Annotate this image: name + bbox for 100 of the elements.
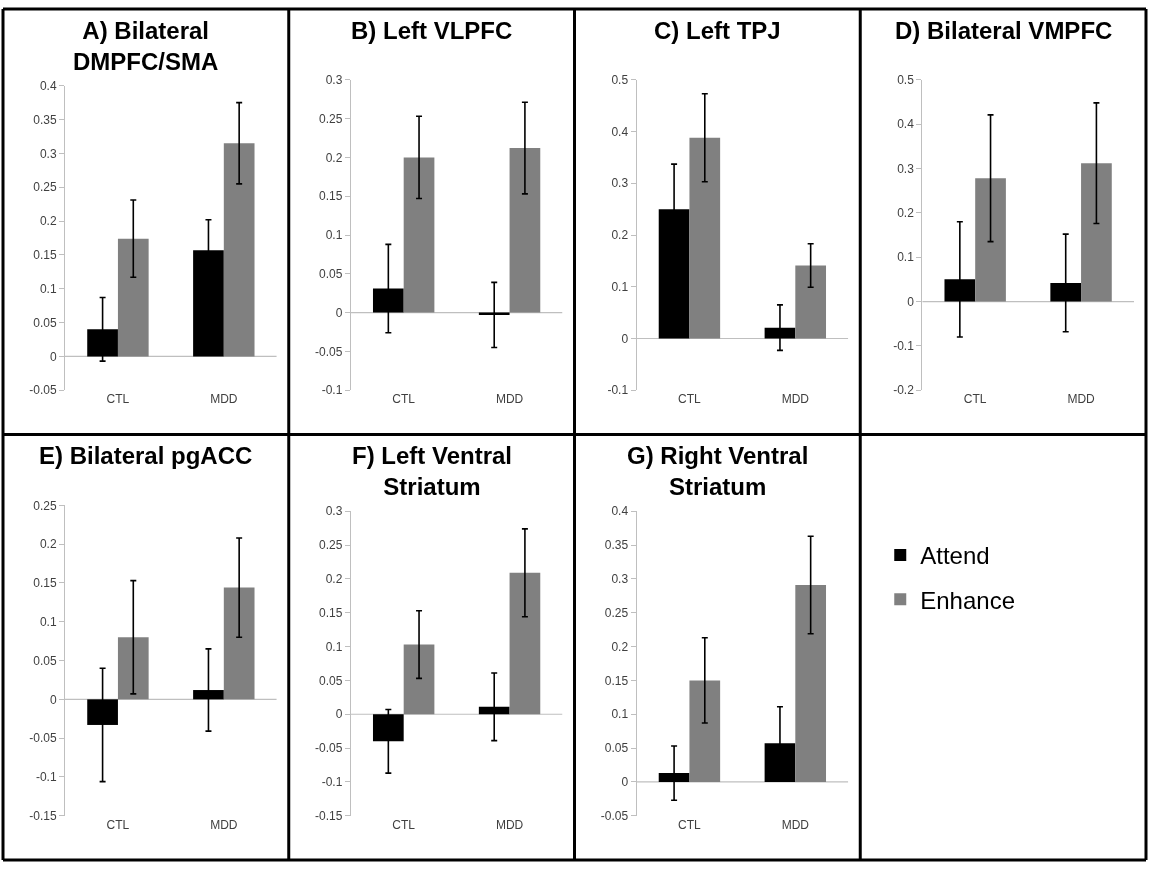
y-tick-label: 0.15 [604, 673, 629, 688]
chart-title: F) Left Ventral Striatum [352, 442, 513, 501]
x-tick-label: MDD [781, 817, 810, 832]
y-tick-label: 0.15 [33, 576, 57, 591]
x-tick-label: CTL [106, 392, 130, 407]
y-tick-label: 0.15 [318, 189, 343, 204]
y-tick-label: 0.2 [325, 150, 343, 165]
chart-title: B) Left VLPFC [351, 17, 513, 44]
legend-label: Attend [920, 542, 990, 570]
y-tick-label: 0.1 [39, 614, 57, 629]
x-tick-label: CTL [392, 392, 416, 407]
bar [1081, 163, 1112, 302]
y-tick-label: 0.5 [897, 73, 915, 88]
y-tick-label: 0 [621, 775, 629, 790]
x-tick-label: MDD [495, 817, 524, 832]
y-tick-label: -0.1 [35, 770, 57, 785]
y-tick-label: -0.2 [893, 383, 915, 398]
y-tick-label: 0 [49, 349, 57, 364]
y-tick-label: 0.4 [897, 117, 915, 132]
y-tick-label: 0.4 [611, 124, 629, 139]
x-tick-label: CTL [678, 392, 702, 407]
legend-label: Enhance [920, 586, 1015, 614]
bar [509, 572, 541, 715]
y-tick-label: 0.35 [33, 112, 57, 127]
bar [795, 585, 827, 782]
y-tick-label: 0.1 [611, 279, 629, 294]
bar [117, 238, 149, 357]
x-tick-label: CTL [106, 817, 130, 832]
bar [795, 265, 827, 339]
y-tick-label: 0 [621, 331, 629, 346]
bar [689, 680, 721, 782]
bar [975, 178, 1006, 302]
y-tick-label: 0.1 [611, 707, 629, 722]
bar [689, 137, 721, 339]
y-tick-label: 0.15 [318, 605, 343, 620]
y-tick-label: 0.25 [33, 180, 57, 195]
y-tick-label: 0.25 [318, 111, 343, 126]
y-tick-label: 0.3 [611, 572, 629, 587]
y-tick-label: 0.15 [33, 248, 57, 263]
bar [223, 143, 255, 357]
y-tick-label: 0.3 [897, 161, 915, 176]
y-tick-label: 0 [907, 294, 915, 309]
y-tick-label: -0.15 [29, 808, 57, 823]
y-tick-label: 0.25 [604, 605, 629, 620]
y-tick-label: 0.2 [325, 572, 343, 587]
y-tick-label: 0.05 [604, 741, 629, 756]
y-tick-label: -0.1 [893, 339, 915, 354]
y-tick-label: 0.25 [33, 498, 57, 513]
y-tick-label: 0.2 [39, 214, 57, 229]
y-tick-label: -0.05 [314, 741, 343, 756]
y-tick-label: -0.05 [600, 808, 629, 823]
y-tick-label: -0.05 [29, 731, 57, 746]
bar [509, 148, 541, 313]
y-tick-label: -0.05 [314, 344, 343, 359]
y-tick-label: 0.2 [39, 537, 57, 552]
y-tick-label: -0.05 [29, 383, 57, 398]
y-tick-label: 0.1 [39, 281, 57, 296]
y-tick-label: 0.5 [611, 73, 629, 88]
y-tick-label: 0.1 [897, 250, 915, 265]
x-tick-label: MDD [210, 817, 238, 832]
y-tick-label: 0.3 [39, 146, 57, 161]
y-tick-label: 0.05 [318, 267, 343, 282]
y-tick-label: 0.2 [611, 639, 629, 654]
x-tick-label: CTL [678, 817, 702, 832]
x-tick-label: MDD [781, 392, 810, 407]
y-tick-label: -0.15 [314, 808, 343, 823]
y-tick-label: 0.1 [325, 228, 343, 243]
chart-title: G) Right Ventral Striatum [627, 442, 809, 501]
y-tick-label: 0 [49, 692, 57, 707]
y-tick-label: 0.05 [33, 653, 57, 668]
chart-title: A) Bilateral DMPFC/SMA [73, 17, 219, 76]
bar [117, 637, 149, 700]
y-tick-label: 0.4 [39, 78, 57, 93]
x-tick-label: MDD [495, 392, 524, 407]
x-tick-label: MDD [210, 392, 238, 407]
y-tick-label: 0.25 [318, 538, 343, 553]
y-tick-label: 0.1 [325, 639, 343, 654]
x-tick-label: MDD [1067, 392, 1096, 407]
y-tick-label: 0.4 [611, 504, 629, 519]
y-tick-label: 0.2 [897, 206, 915, 221]
y-tick-label: 0.3 [611, 176, 629, 191]
y-tick-label: 0.05 [33, 315, 57, 330]
chart-title: E) Bilateral pgACC [39, 442, 253, 469]
y-tick-label: 0 [335, 707, 343, 722]
y-tick-label: 0.35 [604, 538, 629, 553]
y-tick-label: -0.1 [607, 383, 629, 398]
y-tick-label: 0.3 [325, 73, 343, 88]
chart-title: D) Bilateral VMPFC [895, 17, 1113, 44]
y-tick-label: 0 [335, 305, 343, 320]
bar [403, 644, 435, 715]
y-tick-label: -0.1 [321, 775, 343, 790]
bar [403, 157, 435, 313]
y-tick-label: 0.05 [318, 673, 343, 688]
x-tick-label: CTL [963, 392, 987, 407]
y-tick-label: 0.2 [611, 228, 629, 243]
bar [223, 587, 255, 700]
x-tick-label: CTL [392, 817, 416, 832]
y-tick-label: 0.3 [325, 504, 343, 519]
y-tick-label: -0.1 [321, 383, 343, 398]
chart-title: C) Left TPJ [654, 17, 781, 44]
